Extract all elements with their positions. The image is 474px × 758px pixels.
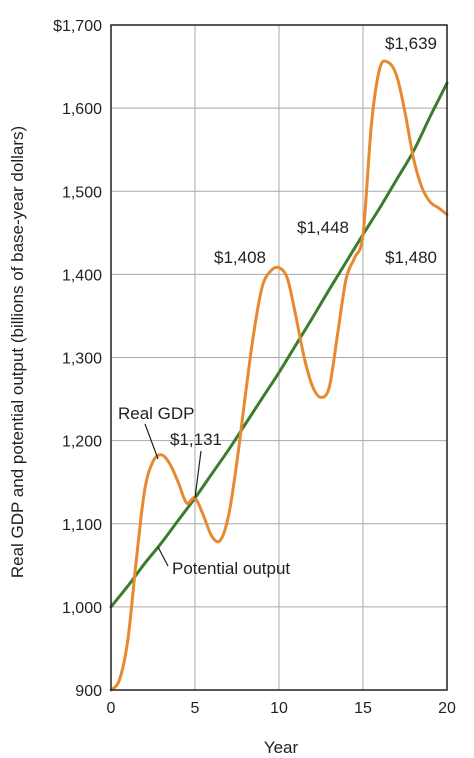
y-axis-title: Real GDP and potential output (billions … bbox=[8, 126, 27, 578]
y-tick-label: 900 bbox=[75, 683, 102, 700]
y-tick-label: 1,600 bbox=[62, 101, 102, 118]
value-1131-leader-line bbox=[194, 450, 202, 499]
annotation-1408: $1,408 bbox=[214, 248, 266, 267]
x-tick-label: 0 bbox=[107, 700, 116, 717]
y-tick-label: 1,300 bbox=[62, 351, 102, 368]
y-tick-label: 1,200 bbox=[62, 434, 102, 451]
y-tick-label: 1,500 bbox=[62, 184, 102, 201]
y-tick-label: 1,000 bbox=[62, 600, 102, 617]
annotation-1131: $1,131 bbox=[170, 430, 222, 449]
x-tick-label: 10 bbox=[270, 700, 288, 717]
x-axis-title: Year bbox=[264, 738, 299, 757]
potential-output-line bbox=[109, 81, 449, 609]
annotation-1480: $1,480 bbox=[385, 248, 437, 267]
x-tick-label: 15 bbox=[354, 700, 372, 717]
y-tick-label: 1,100 bbox=[62, 517, 102, 534]
potential-output-label: Potential output bbox=[172, 559, 290, 578]
grid-lines bbox=[111, 25, 447, 690]
annotation-1639: $1,639 bbox=[385, 34, 437, 53]
potential-leader-line bbox=[157, 546, 169, 567]
plot-frame bbox=[110, 24, 448, 691]
real-gdp-leader-line bbox=[144, 423, 159, 460]
x-tick-label: 5 bbox=[191, 700, 200, 717]
real-gdp-line bbox=[109, 59, 449, 692]
y-tick-label: 1,400 bbox=[62, 267, 102, 284]
tick-labels: 0 5 10 15 20 900 1,000 1,100 1,200 1,300 1,400 1,50… bbox=[53, 18, 456, 717]
x-tick-label: 20 bbox=[438, 700, 456, 717]
series-lines bbox=[109, 59, 449, 692]
annotation-1448: $1,448 bbox=[297, 218, 349, 237]
y-tick-label: $1,700 bbox=[53, 18, 102, 35]
real-gdp-label: Real GDP bbox=[118, 404, 195, 423]
